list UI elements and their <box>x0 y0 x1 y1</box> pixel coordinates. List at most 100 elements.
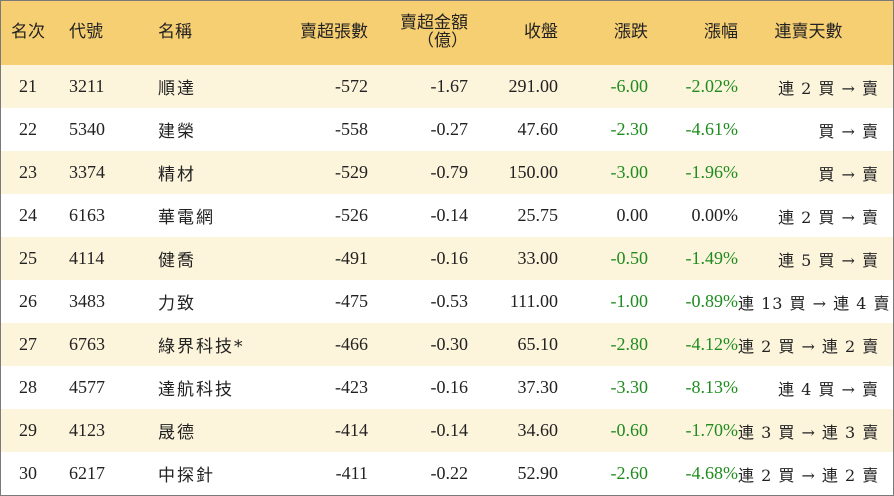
cell-name: 晟德 <box>158 423 196 443</box>
table-row[interactable]: 29 4123 晟德 -414 -0.14 34.60 -0.60 -1.70% 連 3 買 →… <box>1 409 893 452</box>
cell-net-sell-amount: -0.53 <box>430 291 469 311</box>
cell-code: 4123 <box>69 420 105 440</box>
cell-net-sell-lots: -491 <box>335 248 368 268</box>
cell-net-sell-amount: -0.27 <box>430 119 469 139</box>
cell-close: 52.90 <box>517 463 559 483</box>
cell-rank: 24 <box>19 205 37 225</box>
cell-name: 順達 <box>158 79 196 99</box>
table-header: 名次 代號 名稱 賣超張數 賣超金額 （億） 收盤 漲跌 漲幅 連賣天數 <box>1 1 893 65</box>
cell-code: 3374 <box>69 162 105 182</box>
cell-change: -3.00 <box>610 162 649 182</box>
cell-net-sell-lots: -414 <box>335 420 368 440</box>
cell-change: -2.60 <box>610 463 649 483</box>
cell-change-pct: -4.61% <box>685 119 739 139</box>
cell-sell-streak: 買 → 賣 <box>818 121 879 141</box>
cell-net-sell-lots: -411 <box>335 463 368 483</box>
cell-code: 6217 <box>69 463 105 483</box>
cell-name: 建榮 <box>158 122 196 142</box>
header-net-sell-amount[interactable]: 賣超金額 （億） <box>368 1 468 65</box>
cell-change-pct: 0.00% <box>691 205 739 225</box>
cell-change: -2.80 <box>610 334 649 354</box>
header-close[interactable]: 收盤 <box>524 22 558 43</box>
table-row[interactable]: 30 6217 中探針 -411 -0.22 52.90 -2.60 -4.68% 連 2 買 … <box>1 452 893 495</box>
cell-sell-streak: 連 5 買 → 賣 <box>778 250 879 270</box>
cell-rank: 25 <box>19 248 37 268</box>
cell-net-sell-lots: -558 <box>335 119 368 139</box>
cell-close: 25.75 <box>517 205 559 225</box>
cell-net-sell-lots: -529 <box>335 162 368 182</box>
cell-name: 中探針 <box>158 466 215 486</box>
cell-change-pct: -8.13% <box>685 377 739 397</box>
table-row[interactable]: 27 6763 綠界科技* -466 -0.30 65.10 -2.80 -4.12% 連 2 … <box>1 323 893 366</box>
cell-sell-streak: 連 2 買 → 賣 <box>778 207 879 227</box>
cell-close: 47.60 <box>517 119 559 139</box>
cell-change: -3.30 <box>610 377 649 397</box>
table-row[interactable]: 23 3374 精材 -529 -0.79 150.00 -3.00 -1.96% 買 → 賣 <box>1 151 893 194</box>
cell-change: -0.60 <box>610 420 649 440</box>
cell-rank: 21 <box>19 76 37 96</box>
cell-sell-streak: 連 2 買 → 連 2 賣 <box>738 336 880 356</box>
cell-sell-streak: 連 4 買 → 賣 <box>778 379 879 399</box>
cell-name: 健喬 <box>158 251 196 271</box>
header-change[interactable]: 漲跌 <box>614 22 648 43</box>
cell-net-sell-lots: -466 <box>335 334 368 354</box>
header-net-sell-amount-line2: （億） <box>417 31 468 51</box>
cell-change-pct: -2.02% <box>685 76 739 96</box>
cell-change-pct: -4.68% <box>685 463 739 483</box>
cell-name: 精材 <box>158 165 196 185</box>
cell-change-pct: -1.70% <box>685 420 739 440</box>
cell-rank: 27 <box>19 334 37 354</box>
cell-name: 綠界科技* <box>158 337 245 357</box>
cell-close: 37.30 <box>517 377 559 397</box>
cell-code: 4114 <box>69 248 105 268</box>
cell-code: 6763 <box>69 334 105 354</box>
cell-close: 34.60 <box>517 420 559 440</box>
cell-net-sell-lots: -526 <box>335 205 368 225</box>
cell-name: 力致 <box>158 294 196 314</box>
header-net-sell-lots[interactable]: 賣超張數 <box>300 22 368 43</box>
cell-change-pct: -4.12% <box>685 334 739 354</box>
cell-change-pct: -1.49% <box>685 248 739 268</box>
cell-sell-streak: 買 → 賣 <box>818 164 879 184</box>
cell-change: -6.00 <box>610 76 649 96</box>
header-change-pct[interactable]: 漲幅 <box>704 22 738 43</box>
cell-rank: 30 <box>19 463 37 483</box>
cell-name: 達航科技 <box>158 380 234 400</box>
cell-change: -0.50 <box>610 248 649 268</box>
cell-rank: 26 <box>19 291 37 311</box>
cell-rank: 22 <box>19 119 37 139</box>
table-row[interactable]: 25 4114 健喬 -491 -0.16 33.00 -0.50 -1.49% 連 5 買 →… <box>1 237 893 280</box>
table-row[interactable]: 26 3483 力致 -475 -0.53 111.00 -1.00 -0.89% 連 13 買… <box>1 280 893 323</box>
table-row[interactable]: 24 6163 華電網 -526 -0.14 25.75 0.00 0.00% 連 2 買 → … <box>1 194 893 237</box>
table-row[interactable]: 28 4577 達航科技 -423 -0.16 37.30 -3.30 -8.13% 連 4 買… <box>1 366 893 409</box>
cell-close: 150.00 <box>508 162 559 182</box>
header-name[interactable]: 名稱 <box>158 22 192 43</box>
cell-net-sell-amount: -0.16 <box>430 248 469 268</box>
cell-close: 291.00 <box>508 76 559 96</box>
header-sell-streak[interactable]: 連賣天數 <box>774 22 843 43</box>
cell-rank: 23 <box>19 162 37 182</box>
cell-net-sell-amount: -0.30 <box>430 334 469 354</box>
cell-close: 33.00 <box>517 248 559 268</box>
cell-code: 3211 <box>69 76 105 96</box>
cell-sell-streak: 連 2 買 → 連 2 賣 <box>738 465 880 485</box>
table-body: 21 3211 順達 -572 -1.67 291.00 -6.00 -2.02% 連 2 買 … <box>1 65 893 495</box>
cell-change: 0.00 <box>616 205 649 225</box>
header-net-sell-amount-line1: 賣超金額 <box>400 13 468 34</box>
cell-change-pct: -1.96% <box>685 162 739 182</box>
header-code[interactable]: 代號 <box>69 22 103 43</box>
cell-change: -2.30 <box>610 119 649 139</box>
cell-net-sell-amount: -0.22 <box>430 463 469 483</box>
cell-net-sell-lots: -423 <box>335 377 368 397</box>
table-row[interactable]: 21 3211 順達 -572 -1.67 291.00 -6.00 -2.02% 連 2 買 … <box>1 65 893 108</box>
cell-change: -1.00 <box>610 291 649 311</box>
cell-net-sell-amount: -0.14 <box>430 420 469 440</box>
table-row[interactable]: 22 5340 建榮 -558 -0.27 47.60 -2.30 -4.61% 買 → 賣 <box>1 108 893 151</box>
cell-close: 65.10 <box>517 334 559 354</box>
header-rank[interactable]: 名次 <box>11 22 45 43</box>
cell-name: 華電網 <box>158 208 215 228</box>
cell-net-sell-amount: -0.14 <box>430 205 469 225</box>
cell-code: 6163 <box>69 205 105 225</box>
